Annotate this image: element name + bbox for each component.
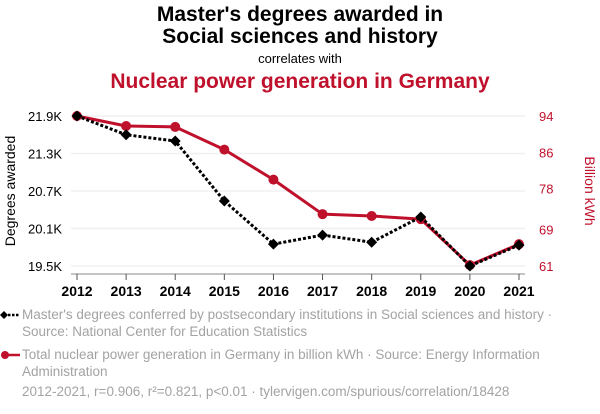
series-degrees-point (120, 129, 132, 141)
axes (71, 273, 525, 280)
series-degrees-point (366, 236, 378, 248)
x-tick-label: 2017 (307, 283, 338, 299)
legend-marker-diamond-icon (0, 311, 20, 319)
series-nuclear-line (76, 114, 520, 267)
correlates-label: correlates with (258, 51, 342, 66)
x-tick-label: 2014 (160, 283, 191, 299)
x-tick-label: 2020 (454, 283, 485, 299)
footer-stats: 2012-2021, r=0.906, r²=0.821, p<0.01 · t… (22, 384, 510, 399)
series-nuclear-point (317, 209, 328, 220)
y-axis-label: Degrees awarded (2, 136, 18, 247)
y-tick-label: 21.3K (28, 147, 62, 162)
legend-label-nuclear: Total nuclear power generation in German… (22, 347, 540, 379)
series-degrees-point (218, 195, 230, 207)
series-degrees-point (267, 238, 279, 250)
y2-tick-label: 61 (539, 259, 553, 274)
series-nuclear-point (170, 121, 181, 132)
chart-area: 2012 2013 2014 2015 2016 2017 2018 2019 2020 2021… (2, 109, 598, 299)
legend-label-degrees: Master's degrees conferred by postsecond… (22, 307, 553, 339)
legend-marker-circle-icon (1, 351, 20, 359)
y2-tick-label: 78 (539, 182, 553, 197)
series-degrees-point (169, 135, 181, 147)
chart-title-line2: Social sciences and history (162, 25, 438, 48)
series-degrees-point (415, 211, 427, 223)
chart-title-line1: Master's degrees awarded in (156, 3, 444, 26)
series-degrees-point (317, 229, 329, 241)
y-tick-label: 21.9K (28, 109, 62, 124)
x-tick-label: 2018 (356, 283, 387, 299)
y-tick-label: 20.7K (28, 184, 62, 199)
y2-axis-label: Billion kWh (582, 156, 598, 225)
y-tick-label: 20.1K (28, 222, 62, 237)
x-tick-label: 2013 (111, 283, 142, 299)
x-tick-label: 2019 (405, 283, 436, 299)
series-degrees-point (464, 260, 476, 272)
y2-tick-label: 94 (539, 109, 553, 124)
x-tick-label: 2021 (503, 283, 534, 299)
y-tick-label: 19.5K (28, 259, 62, 274)
x-tick-label: 2012 (61, 283, 92, 299)
series-degrees-point (513, 239, 525, 251)
gridlines (71, 115, 525, 267)
x-tick-label: 2016 (258, 283, 289, 299)
y2-tick-label: 69 (539, 223, 553, 238)
series-nuclear-point (366, 211, 377, 221)
chart-subtitle: Nuclear power generation in Germany (110, 70, 490, 93)
series-degrees-line (76, 114, 520, 268)
series-nuclear-point (121, 121, 132, 131)
series-nuclear-point (219, 144, 230, 155)
series-degrees-point (71, 110, 83, 122)
x-tick-label: 2015 (209, 283, 240, 299)
y2-tick-label: 86 (539, 145, 553, 160)
series-nuclear-point (268, 174, 279, 185)
